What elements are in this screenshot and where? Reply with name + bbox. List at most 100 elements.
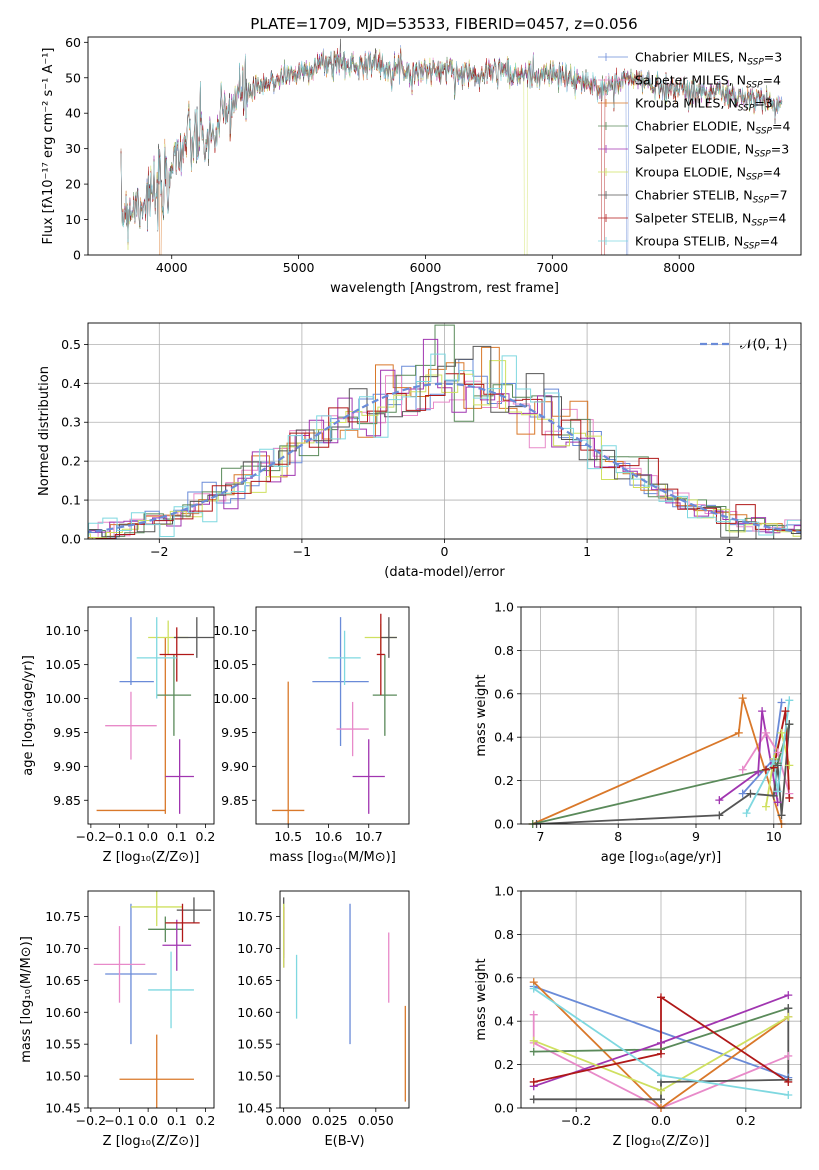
plot-area-age_vs_mass	[272, 613, 397, 824]
histogram-series	[88, 353, 801, 537]
weight-point-marker	[784, 1051, 793, 1060]
weight-point-marker	[784, 1077, 793, 1086]
axes-weight_vs_age: 7 8 9 10 0.0 0.2 0.4 0.6 0.8 1.0 age [log₁₀(age/yr…	[474, 600, 802, 865]
y-tick-label: 9.85	[53, 793, 81, 808]
x-tick-label: 0.0	[138, 829, 158, 844]
figure-title: PLATE=1709, MJD=53533, FIBERID=0457, z=0…	[250, 15, 637, 33]
y-tick-label: 9.90	[221, 759, 249, 774]
x-axis-label: mass [log₁₀(M/M⊙)]	[269, 850, 396, 865]
y-tick-label: 10.00	[45, 691, 81, 706]
weight-point-marker	[777, 698, 786, 707]
legend-label: 𝒩(0, 1)	[740, 338, 787, 353]
x-axis-label: Z [log₁₀(Z/Z⊙)]	[103, 1134, 200, 1149]
x-tick-label: 0	[441, 544, 449, 559]
axes-weight_vs_Z: −0.2 0.0 0.2 0.0 0.2 0.4 0.6 0.8 1.0 Z [log₁₀(Z/Z…	[474, 884, 802, 1149]
plot-area-residuals	[88, 324, 801, 539]
axes-frame	[87, 890, 215, 1109]
weight-point-marker	[754, 767, 763, 776]
weight-point-marker	[758, 707, 767, 716]
y-tick-label: 10.70	[45, 941, 81, 956]
y-tick-label: 0.4	[494, 730, 514, 745]
y-tick-label: 10.00	[213, 691, 249, 706]
x-tick-label: 0.025	[312, 1113, 348, 1128]
y-tick-label: 0.0	[61, 532, 81, 547]
weight-point-marker	[734, 728, 743, 737]
x-tick-label: 10.6	[315, 829, 343, 844]
y-tick-label: 50	[65, 70, 81, 85]
y-tick-label: 0.6	[494, 686, 514, 701]
weight-point-marker	[657, 1086, 665, 1095]
weight-series-line	[741, 731, 791, 794]
y-tick-label: 1.0	[494, 600, 514, 615]
x-tick-label: 6000	[410, 260, 442, 275]
y-tick-label: 10.05	[213, 657, 249, 672]
x-axis-label: (data-model)/error	[384, 565, 505, 580]
weight-point-marker	[781, 707, 790, 716]
plot-area-mass_vs_ebv	[283, 897, 406, 1102]
weight-point-marker	[762, 802, 770, 811]
weight-point-marker	[738, 694, 747, 703]
y-tick-label: 9.85	[221, 793, 249, 808]
y-tick-label: 10.55	[237, 1037, 273, 1052]
plot-area-weight_vs_age	[532, 697, 791, 824]
x-tick-label: −0.2	[76, 1113, 106, 1128]
axes-frame	[279, 890, 410, 1109]
weight-point-marker	[784, 1004, 793, 1013]
legend-label: Kroupa MILES, NSSP=3	[635, 96, 773, 114]
legend-label: Salpeter MILES, NSSP=4	[635, 73, 781, 91]
y-tick-label: 10.45	[237, 1101, 273, 1116]
weight-point-marker	[785, 793, 794, 802]
y-tick-label: 20	[65, 177, 81, 192]
y-tick-label: 10.55	[45, 1037, 81, 1052]
weight-series-line	[533, 981, 789, 1108]
x-axis-label: wavelength [Angstrom, rest frame]	[330, 281, 559, 296]
x-tick-label: 5000	[283, 260, 315, 275]
x-axis-label: Z [log₁₀(Z/Z⊙)]	[613, 1134, 710, 1149]
x-tick-label: 0.2	[736, 1113, 756, 1128]
weight-series-line	[532, 697, 783, 824]
y-tick-label: 0.1	[61, 493, 81, 508]
legend-label: Chabrier STELIB, NSSP=7	[635, 188, 788, 206]
axes-age_vs_mass: 10.5 10.6 10.7 9.85 9.90 9.95 10.00 10.05 10.10 m…	[213, 606, 410, 865]
weight-point-marker	[773, 787, 782, 796]
y-tick-label: 10.65	[45, 973, 81, 988]
weight-point-marker	[777, 811, 786, 820]
histogram-series	[88, 375, 801, 539]
y-tick-label: 10.60	[45, 1005, 81, 1020]
x-tick-label: −0.1	[104, 1113, 134, 1128]
x-tick-label: 8	[614, 829, 622, 844]
legend-label: Chabrier MILES, NSSP=3	[635, 50, 782, 68]
x-axis-label: Z [log₁₀(Z/Z⊙)]	[103, 850, 200, 865]
x-tick-label: −0.1	[104, 829, 134, 844]
x-tick-label: 9	[692, 829, 700, 844]
histogram-series	[88, 373, 801, 539]
y-axis-label: Flux [fλ10⁻¹⁷ erg cm⁻² s⁻¹ A⁻¹]	[41, 48, 56, 245]
y-axis-label: mass weight	[474, 674, 489, 756]
x-tick-label: 10	[766, 829, 782, 844]
legend-label: Chabrier ELODIE, NSSP=4	[635, 119, 790, 137]
axes-frame	[520, 890, 802, 1109]
y-tick-label: 10.70	[237, 941, 273, 956]
y-axis-label: age [log₁₀(age/yr)]	[21, 655, 36, 776]
y-axis-label: Normed distribution	[37, 366, 52, 496]
y-axis-label: mass [log₁₀(M/M⊙)]	[19, 936, 34, 1063]
weight-point-marker	[738, 789, 747, 798]
x-tick-label: 0.000	[266, 1113, 302, 1128]
y-tick-label: 0.2	[494, 773, 514, 788]
axes-frame	[87, 606, 215, 825]
y-tick-label: 10.05	[45, 657, 81, 672]
y-tick-label: 30	[65, 141, 81, 156]
x-axis-label: age [log₁₀(age/yr)]	[601, 850, 722, 865]
weight-point-marker	[529, 1077, 538, 1086]
weight-point-marker	[529, 1036, 538, 1045]
axes-frame	[87, 322, 802, 540]
weight-point-marker	[769, 791, 778, 800]
weight-point-marker	[769, 757, 778, 766]
histogram-series	[88, 338, 801, 534]
y-tick-label: 0.2	[494, 1057, 514, 1072]
spectrum-series-line	[120, 50, 783, 243]
y-tick-label: 10.45	[45, 1101, 81, 1116]
weight-point-marker	[785, 761, 794, 770]
y-tick-label: 9.90	[53, 759, 81, 774]
x-tick-label: 0.0	[138, 1113, 158, 1128]
